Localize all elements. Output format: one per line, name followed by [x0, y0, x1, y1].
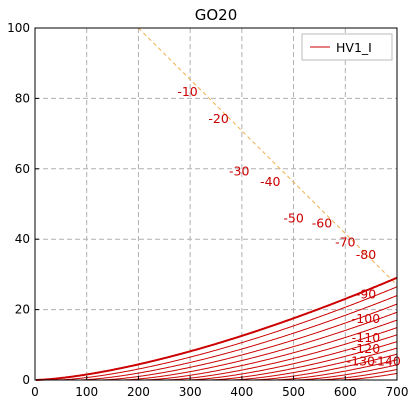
x-tick-label: 300	[179, 385, 202, 399]
x-tick-label: 500	[282, 385, 305, 399]
characteristic-curve	[188, 334, 398, 381]
characteristic-curve	[209, 341, 398, 381]
curve-label: -110	[352, 330, 380, 345]
curve-label: -10	[177, 84, 197, 99]
characteristic-curve	[318, 368, 398, 381]
characteristic-curve	[296, 364, 398, 381]
curve-label: -50	[283, 210, 303, 225]
curve-label: -20	[208, 111, 228, 126]
curves-layer	[36, 276, 398, 381]
x-tick-label: 700	[386, 385, 409, 399]
curve-label: -60	[312, 215, 332, 230]
curve-label: -40	[260, 174, 280, 189]
y-tick-label: 60	[15, 162, 30, 176]
x-tick-label: 400	[230, 385, 253, 399]
x-tick-label: 200	[127, 385, 150, 399]
curve-label: -140	[372, 353, 400, 368]
curve-label: -80	[356, 247, 376, 262]
grid-layer	[35, 28, 397, 380]
ticks-layer: 0 100 200 300 400 500 600 700 0 20 40 60 80 100	[7, 21, 408, 399]
load-line	[138, 27, 398, 286]
characteristic-curve	[57, 286, 398, 381]
x-tick-label: 600	[334, 385, 357, 399]
characteristic-curve	[275, 359, 398, 381]
legend-entry: HV1_I	[336, 40, 372, 55]
chart-title: GO20	[195, 6, 238, 24]
characteristic-curve	[340, 373, 398, 381]
y-tick-label: 80	[15, 91, 30, 105]
characteristic-curve	[144, 319, 398, 381]
curve-labels-layer: -10 -20 -30 -40 -50 -60-70-80 -90 -100 -110-120-…	[177, 84, 401, 368]
characteristic-curve	[231, 347, 398, 381]
legend: HV1_I	[301, 33, 393, 61]
characteristic-curve	[166, 327, 398, 381]
load-line-layer	[138, 27, 398, 286]
curve-label: -70	[335, 235, 355, 250]
curve-label: -130	[347, 353, 375, 368]
characteristic-curve	[79, 295, 398, 381]
curve-label: -90	[356, 286, 376, 301]
y-tick-label: 0	[22, 373, 30, 387]
x-tick-label: 100	[75, 385, 98, 399]
curve-label: -30	[229, 164, 249, 179]
characteristic-curve	[101, 303, 398, 381]
characteristic-curve	[253, 353, 398, 381]
series-line-hv1-i	[36, 276, 398, 381]
curve-label: -100	[352, 311, 380, 326]
curve-label: -120	[352, 341, 380, 356]
x-tick-label: 0	[31, 385, 39, 399]
y-tick-label: 20	[15, 303, 30, 317]
y-tick-label: 100	[7, 21, 30, 35]
y-tick-label: 40	[15, 232, 30, 246]
plot-frame	[34, 27, 398, 381]
characteristic-curve	[122, 311, 398, 381]
